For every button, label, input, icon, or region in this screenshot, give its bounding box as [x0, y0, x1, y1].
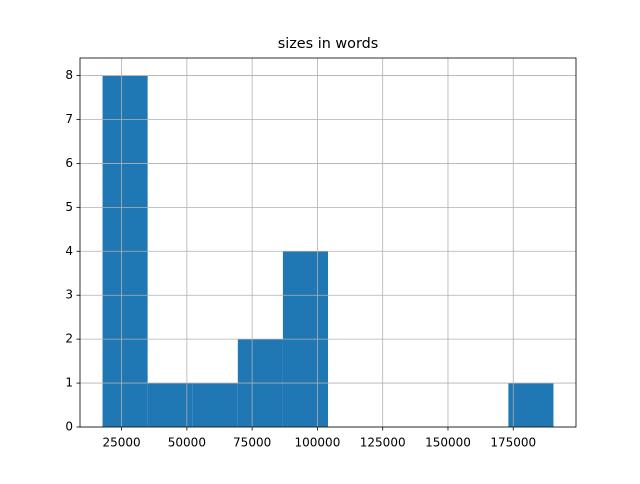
- x-tick-label: 175000: [490, 436, 536, 450]
- y-tick-label: 5: [65, 200, 73, 214]
- y-tick-label: 1: [65, 376, 73, 390]
- x-tick-label: 100000: [295, 436, 341, 450]
- y-tick-label: 3: [65, 288, 73, 302]
- y-tick-label: 8: [65, 68, 73, 82]
- y-tick-label: 7: [65, 112, 73, 126]
- y-tick-label: 4: [65, 244, 73, 258]
- x-tick-label: 50000: [168, 436, 206, 450]
- chart-title: sizes in words: [278, 36, 379, 52]
- bar: [192, 383, 238, 427]
- y-tick-label: 2: [65, 332, 73, 346]
- bar: [508, 383, 554, 427]
- x-tick-label: 125000: [360, 436, 406, 450]
- x-tick-label: 150000: [425, 436, 471, 450]
- x-tick-label: 75000: [233, 436, 271, 450]
- x-tick-label: 25000: [103, 436, 141, 450]
- plot-frame: [79, 57, 577, 428]
- bar: [147, 383, 193, 427]
- y-tick-label: 0: [65, 420, 73, 434]
- y-tick-label: 6: [65, 156, 73, 170]
